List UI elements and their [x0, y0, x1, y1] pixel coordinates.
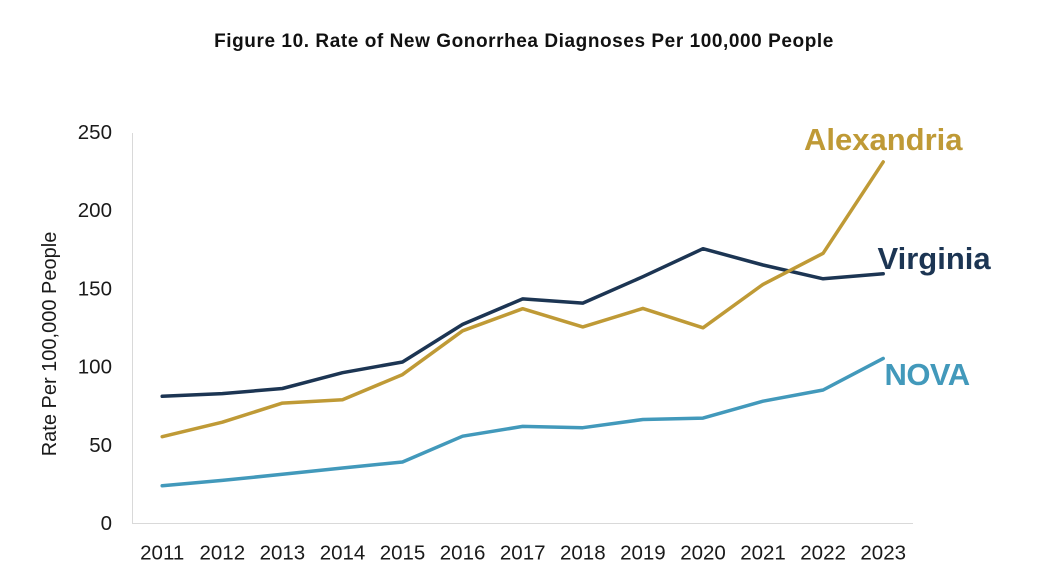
svg-text:50: 50	[89, 434, 112, 457]
svg-text:250: 250	[78, 121, 112, 144]
svg-text:2021: 2021	[740, 542, 786, 565]
svg-text:Figure 10. Rate of New Gonorrh: Figure 10. Rate of New Gonorrhea Diagnos…	[214, 31, 834, 52]
svg-text:NOVA: NOVA	[885, 357, 970, 392]
svg-text:Virginia: Virginia	[878, 241, 992, 276]
svg-text:Alexandria: Alexandria	[804, 122, 963, 157]
svg-text:2023: 2023	[860, 542, 906, 565]
svg-text:150: 150	[78, 277, 112, 300]
svg-text:2014: 2014	[320, 542, 366, 565]
svg-text:2017: 2017	[500, 542, 546, 565]
svg-text:2020: 2020	[680, 542, 726, 565]
svg-text:Rate Per 100,000 People: Rate Per 100,000 People	[39, 232, 61, 457]
svg-text:2015: 2015	[380, 542, 426, 565]
svg-text:2013: 2013	[260, 542, 306, 565]
svg-text:2019: 2019	[620, 542, 666, 565]
svg-text:200: 200	[78, 199, 112, 222]
svg-text:2011: 2011	[140, 542, 184, 565]
svg-text:100: 100	[78, 356, 112, 379]
svg-text:2012: 2012	[199, 542, 245, 565]
svg-text:0: 0	[101, 512, 112, 535]
svg-text:2016: 2016	[440, 542, 486, 565]
svg-text:2022: 2022	[800, 542, 846, 565]
svg-text:2018: 2018	[560, 542, 606, 565]
